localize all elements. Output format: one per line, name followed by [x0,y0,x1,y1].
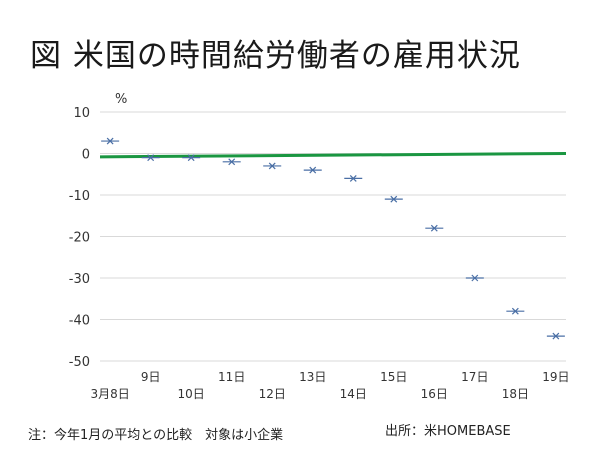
data-point [384,195,403,203]
data-point [465,274,484,282]
y-tick-label: -50 [69,355,90,370]
x-tick-label: 12日 [259,387,286,401]
data-point [425,224,444,232]
data-point [222,158,241,166]
data-point-mark [552,332,560,340]
data-point-mark [147,154,155,162]
data-point [182,154,201,162]
chart-footnote: 注：今年1月の平均との比較 対象は小企業 [28,428,284,443]
data-point-mark [349,174,357,182]
chart-source: 出所：米HOMEBASE [385,424,511,439]
y-tick-label: 10 [73,106,90,121]
y-axis-unit: % [115,92,127,107]
x-tick-label: 3月8日 [90,387,129,401]
data-point-mark [187,154,195,162]
data-point-mark [430,224,438,232]
x-tick-label: 16日 [421,387,448,401]
reference-line [99,152,567,159]
x-tick-label: 13日 [299,370,326,384]
data-point [506,307,525,315]
data-point-mark [268,162,276,170]
data-point-mark [228,158,236,166]
x-tick-label: 14日 [340,387,367,401]
data-point-mark [390,195,398,203]
data-point [101,137,120,145]
x-tick-label: 17日 [461,370,488,384]
x-tick-label: 10日 [178,387,205,401]
data-point-mark [471,274,479,282]
data-point-mark [106,137,114,145]
x-tick-label: 19日 [542,370,569,384]
data-point-mark [511,307,519,315]
data-point [263,162,282,170]
data-point-mark [309,166,317,174]
data-point [141,154,160,162]
y-tick-label: -40 [69,314,90,329]
x-tick-label: 18日 [502,387,529,401]
y-tick-label: 0 [82,148,90,163]
data-point [546,332,565,340]
y-tick-label: -30 [69,272,90,287]
y-tick-label: -10 [69,189,90,204]
x-tick-label: 15日 [380,370,407,384]
chart-title: 図 米国の時間給労働者の雇用状況 [30,38,521,74]
x-tick-label: 9日 [141,370,161,384]
data-point [303,166,322,174]
y-tick-label: -20 [69,231,90,246]
x-tick-label: 11日 [218,370,245,384]
data-point [344,174,363,182]
